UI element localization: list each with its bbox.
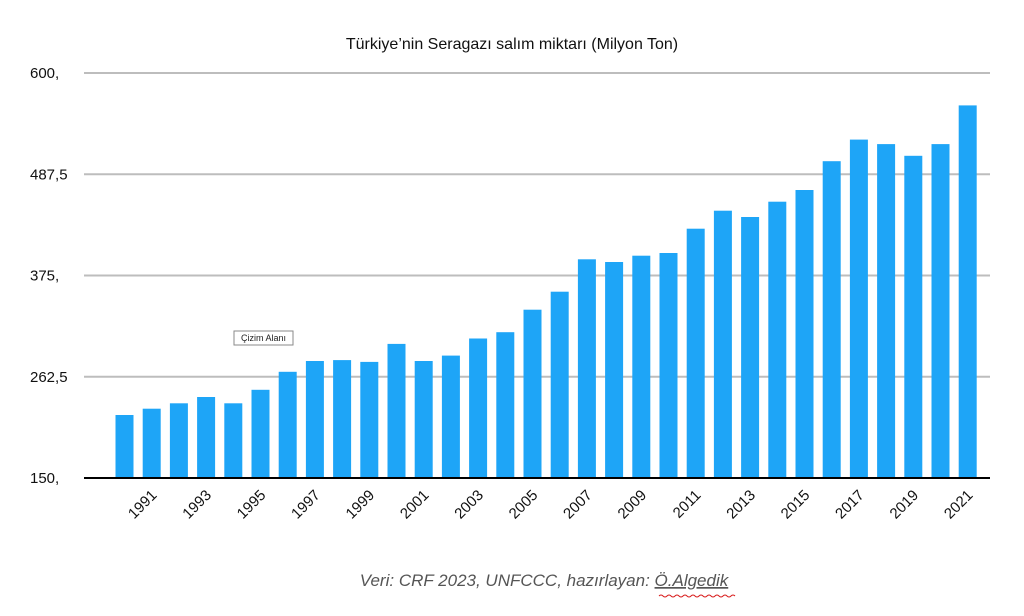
y-tick-label: 150, — [30, 470, 59, 487]
bar-1999 — [360, 361, 379, 478]
x-tick-label: 1991 — [125, 487, 161, 523]
x-tick-label: 2019 — [887, 487, 923, 523]
x-tick-label: 1993 — [179, 487, 215, 523]
bar-2005 — [523, 309, 542, 478]
source-note: Veri: CRF 2023, UNFCCC, hazırlayan: Ö.Al… — [360, 571, 730, 590]
x-tick-label: 2013 — [723, 487, 759, 523]
x-tick-label: 2015 — [778, 487, 814, 523]
source-note-author: Ö.Algedik — [655, 571, 730, 590]
x-tick-label: 1995 — [234, 487, 270, 523]
bar-1996 — [278, 371, 297, 478]
tooltip-label: Çizim Alanı — [241, 333, 286, 343]
x-tick-label: 2007 — [560, 487, 596, 523]
bar-1990 — [115, 415, 134, 478]
bar-2006 — [550, 291, 569, 478]
x-tick-label: 2001 — [397, 487, 433, 523]
bar-2021 — [958, 105, 977, 479]
x-tick-label: 2005 — [506, 487, 542, 523]
bar-2004 — [496, 332, 515, 478]
bar-2013 — [741, 217, 760, 478]
bar-2007 — [577, 259, 596, 478]
y-axis-ticks: 150, 262,5 375, 487,5 600, — [30, 65, 68, 487]
x-tick-label: 2003 — [451, 487, 487, 523]
bar-1995 — [251, 389, 270, 478]
bar-1994 — [224, 403, 243, 478]
bar-2000 — [387, 343, 406, 478]
x-tick-label: 1999 — [343, 487, 379, 523]
x-tick-label: 1997 — [288, 487, 324, 523]
bar-1998 — [333, 360, 352, 478]
bar-1991 — [142, 408, 161, 478]
bar-2003 — [469, 338, 488, 478]
x-tick-label: 2017 — [832, 487, 868, 523]
bar-2001 — [414, 361, 433, 478]
bar-2012 — [713, 210, 732, 478]
bar-2016 — [822, 161, 841, 478]
bar-2014 — [768, 201, 787, 478]
chart-title: Türkiye’nin Seragazı salım miktarı (Mily… — [346, 36, 678, 53]
bar-2018 — [877, 144, 896, 478]
bar-2010 — [659, 253, 678, 478]
x-tick-label: 2011 — [670, 487, 705, 522]
x-axis-ticks: 1991 1993 1995 1997 1999 2001 2003 2005 2007 2009… — [125, 487, 977, 523]
bar-1993 — [197, 397, 216, 478]
y-tick-label: 487,5 — [30, 166, 68, 183]
bars — [115, 105, 977, 479]
bar-1997 — [305, 361, 324, 478]
bar-2019 — [904, 155, 923, 479]
x-tick-label: 2021 — [941, 487, 977, 523]
source-note-prefix: Veri: CRF 2023, UNFCCC, hazırlayan: — [360, 571, 655, 590]
x-tick-label: 2009 — [615, 487, 651, 523]
bar-2015 — [795, 190, 814, 478]
plot-area-tooltip: Çizim Alanı — [233, 330, 294, 346]
bar-2017 — [849, 139, 868, 478]
bar-2002 — [441, 355, 460, 478]
bar-2008 — [605, 262, 624, 478]
y-tick-label: 600, — [30, 65, 59, 82]
bar-2009 — [632, 255, 651, 478]
bar-2011 — [686, 228, 705, 478]
bar-2020 — [931, 144, 950, 478]
y-tick-label: 262,5 — [30, 369, 68, 386]
y-tick-label: 375, — [30, 268, 59, 285]
spellcheck-squiggle — [658, 594, 736, 598]
bar-1992 — [169, 403, 188, 478]
